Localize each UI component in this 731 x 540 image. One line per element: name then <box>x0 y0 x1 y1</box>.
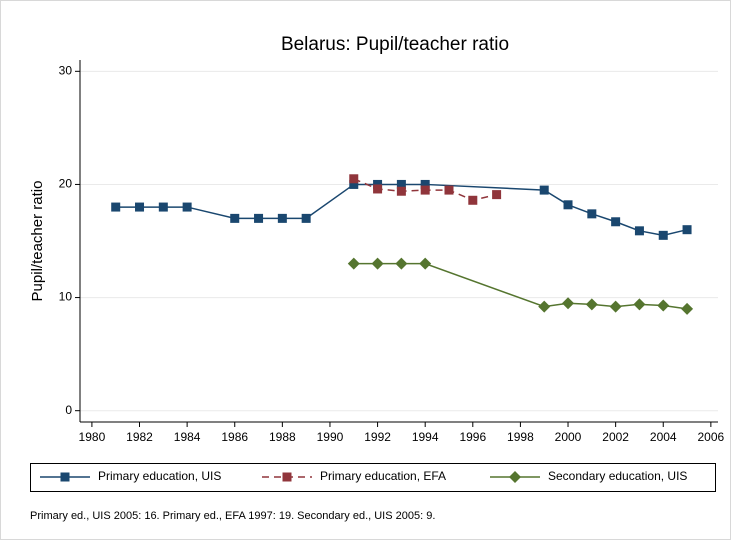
x-tick-label: 1986 <box>221 430 248 444</box>
marker <box>230 213 240 223</box>
marker <box>634 226 644 236</box>
marker <box>658 230 668 240</box>
x-tick-label: 1994 <box>412 430 439 444</box>
x-tick-label: 1998 <box>507 430 534 444</box>
legend-label: Primary education, EFA <box>320 469 446 483</box>
marker <box>158 202 168 212</box>
x-tick-label: 1980 <box>79 430 106 444</box>
marker <box>396 179 406 189</box>
x-tick-label: 2004 <box>650 430 677 444</box>
chart-title: Belarus: Pupil/teacher ratio <box>281 34 509 55</box>
legend-marker <box>509 471 521 483</box>
marker <box>538 300 551 313</box>
legend-marker <box>60 472 70 482</box>
x-tick-label: 1992 <box>364 430 391 444</box>
marker <box>444 185 454 195</box>
marker <box>609 300 622 313</box>
marker <box>135 202 145 212</box>
legend-label: Primary education, UIS <box>98 469 221 483</box>
x-tick-label: 1996 <box>459 430 486 444</box>
marker <box>373 179 383 189</box>
y-tick-label: 0 <box>65 403 72 417</box>
marker <box>468 195 478 205</box>
marker <box>492 190 502 200</box>
marker <box>539 185 549 195</box>
marker <box>396 186 406 196</box>
marker <box>420 185 430 195</box>
marker <box>419 257 432 270</box>
x-tick-label: 2006 <box>698 430 725 444</box>
marker <box>111 202 121 212</box>
legend-marker <box>282 472 292 482</box>
marker <box>420 179 430 189</box>
x-tick-label: 1984 <box>174 430 201 444</box>
marker <box>349 179 359 189</box>
marker <box>395 257 408 270</box>
marker <box>681 302 694 315</box>
marker <box>563 200 573 210</box>
marker <box>611 217 621 227</box>
y-tick-label: 30 <box>59 63 73 77</box>
x-tick-label: 1990 <box>317 430 344 444</box>
marker <box>347 257 360 270</box>
marker <box>301 213 311 223</box>
x-tick-label: 1982 <box>126 430 153 444</box>
marker <box>371 257 384 270</box>
marker <box>587 209 597 219</box>
y-tick-label: 10 <box>59 290 73 304</box>
legend-box <box>30 463 716 492</box>
marker <box>633 298 646 311</box>
marker <box>682 225 692 235</box>
marker <box>585 298 598 311</box>
x-tick-label: 2000 <box>555 430 582 444</box>
note: Primary ed., UIS 2005: 16. Primary ed., … <box>30 510 435 522</box>
marker <box>373 184 383 194</box>
y-axis-label: Pupil/teacher ratio <box>29 181 46 302</box>
marker <box>562 297 575 310</box>
x-tick-label: 2002 <box>602 430 629 444</box>
marker <box>657 299 670 312</box>
marker <box>349 174 359 184</box>
x-tick-label: 1988 <box>269 430 296 444</box>
marker <box>254 213 264 223</box>
legend-label: Secondary education, UIS <box>548 469 687 483</box>
marker <box>277 213 287 223</box>
marker <box>182 202 192 212</box>
y-tick-label: 20 <box>59 177 73 191</box>
